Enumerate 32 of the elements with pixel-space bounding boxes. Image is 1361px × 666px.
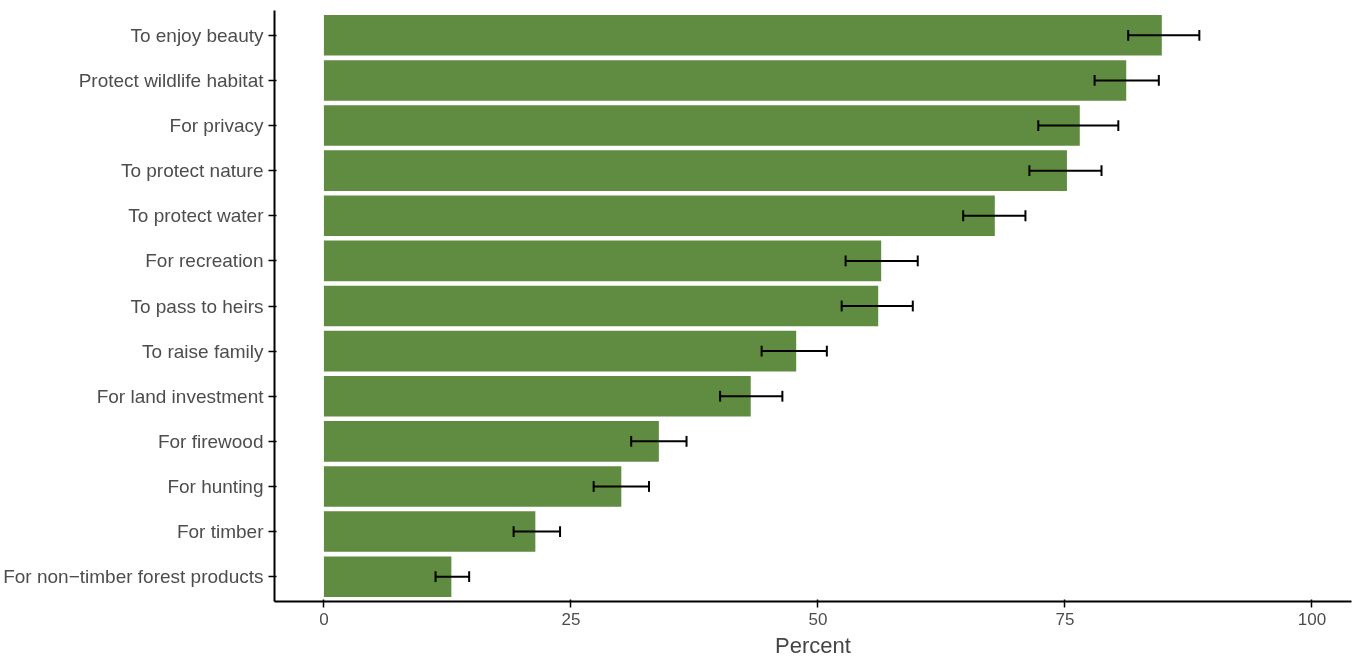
bar xyxy=(323,105,1080,146)
y-tick-label: For privacy xyxy=(169,115,264,137)
bar xyxy=(323,466,622,507)
y-tick-label: To protect nature xyxy=(120,160,264,182)
bar xyxy=(323,195,995,237)
bar xyxy=(323,421,659,462)
y-tick-label: To raise family xyxy=(142,340,264,362)
x-tick-label: 50 xyxy=(808,609,828,629)
bar xyxy=(323,60,1127,101)
bar xyxy=(323,150,1067,191)
y-tick-label: For non−timber forest products xyxy=(3,566,264,588)
y-tick-label: For firewood xyxy=(157,430,264,452)
y-tick-label: For hunting xyxy=(167,475,264,497)
bar xyxy=(323,330,797,372)
y-tick-label: For timber xyxy=(176,521,265,543)
y-tick-label: For land investment xyxy=(96,385,265,407)
y-tick-label: Protect wildlife habitat xyxy=(78,69,265,91)
y-tick-label: To protect water xyxy=(128,205,265,227)
y-tick-label: For recreation xyxy=(145,250,264,272)
bar xyxy=(323,240,882,282)
x-axis-title: Percent xyxy=(775,632,851,658)
bar xyxy=(323,375,751,417)
bar xyxy=(323,556,452,597)
x-tick-label: 0 xyxy=(319,609,329,629)
bar xyxy=(323,15,1162,56)
bar xyxy=(323,511,536,552)
y-tick-label: To pass to heirs xyxy=(130,295,264,317)
bar xyxy=(323,285,879,327)
y-tick-label: To enjoy beauty xyxy=(130,24,264,46)
x-tick-label: 25 xyxy=(561,609,581,629)
x-tick-label: 75 xyxy=(1055,609,1075,629)
x-tick-label: 100 xyxy=(1297,609,1327,629)
